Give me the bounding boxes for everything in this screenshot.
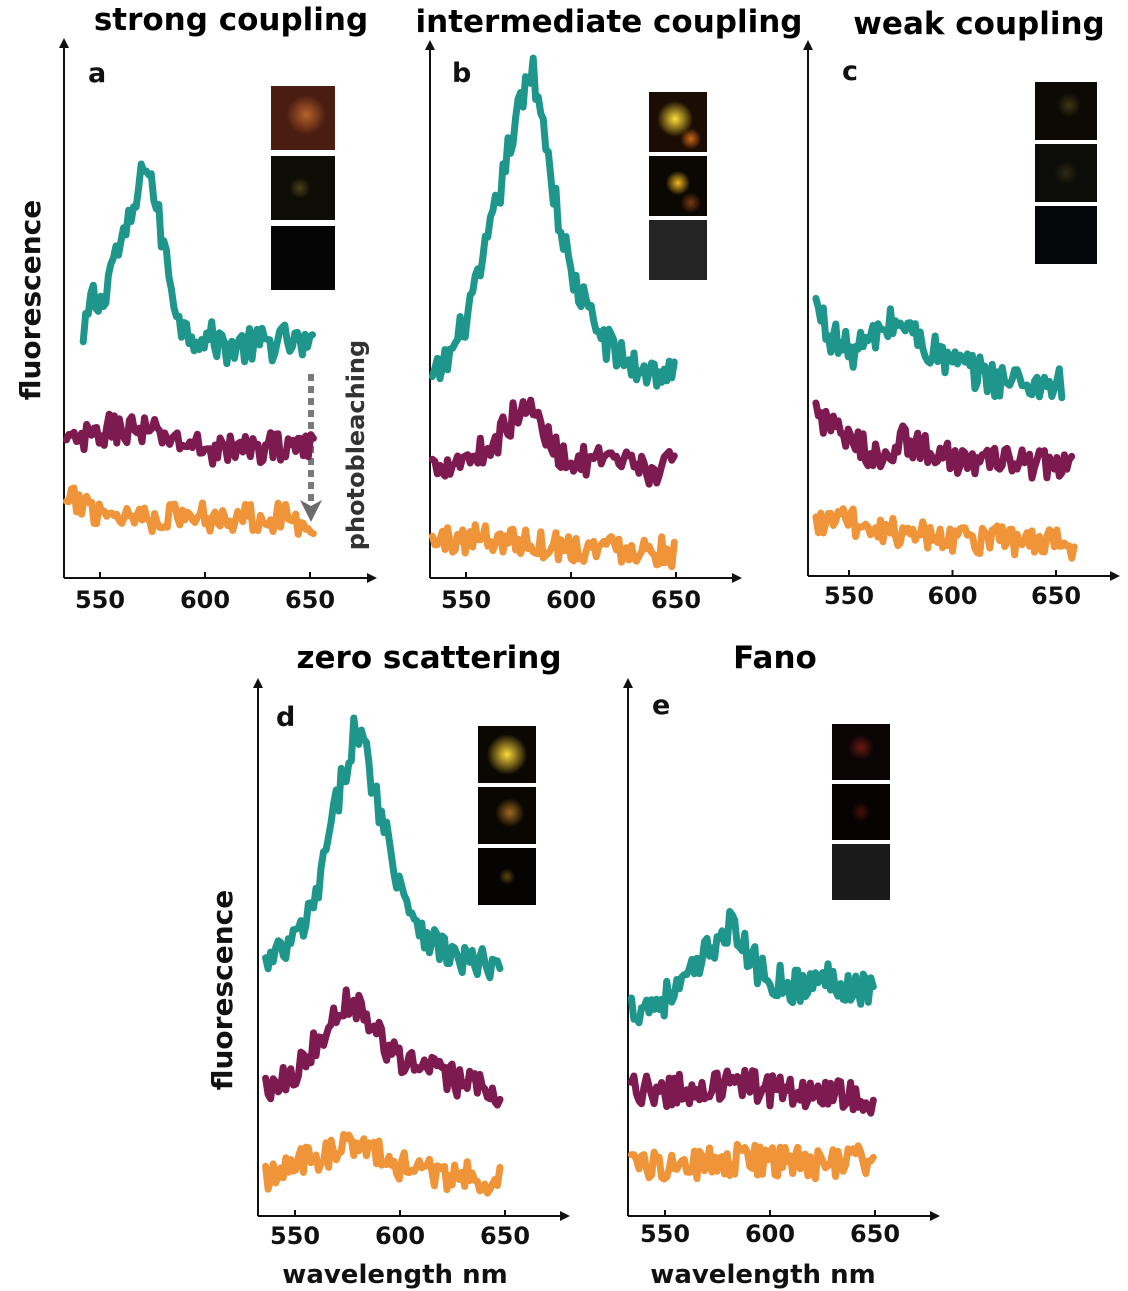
panel-e-inset-image-2 <box>832 784 890 840</box>
panel-a-series-bleached <box>62 484 317 538</box>
panel-d-inset-image-2 <box>478 787 536 844</box>
panel-d-tick-550: 550 <box>270 1222 320 1250</box>
panel-e-series-before-bleaching <box>627 908 877 1027</box>
panel-e: 550 600 650 <box>623 678 940 1248</box>
panel-b-title: intermediate coupling <box>416 4 803 40</box>
panel-d-inset-image-3 <box>478 848 536 905</box>
panel-c-tick-600: 600 <box>927 582 977 610</box>
panel-a-title: strong coupling <box>94 2 368 38</box>
panel-e-series-partly-bleached <box>627 1066 877 1117</box>
panel-e-inset-image-1 <box>832 724 890 780</box>
panel-c-inset-image-2 <box>1035 144 1097 202</box>
panel-b-series-before-bleaching <box>428 54 678 390</box>
panel-d-series-partly-bleached <box>262 986 504 1109</box>
panel-a-inset-image-3 <box>271 226 335 290</box>
panel-e-title: Fano <box>733 640 817 676</box>
panel-c-letter: c <box>842 56 858 87</box>
panel-a-ylabel: fluorescence <box>14 200 47 401</box>
panel-a-inset-image-1 <box>271 86 335 150</box>
panel-e-inset-image-3 <box>832 844 890 900</box>
panel-c-series-before-bleaching <box>812 294 1066 402</box>
panel-b-tick-600: 600 <box>546 586 596 614</box>
panel-a-tick-650: 650 <box>285 586 335 614</box>
panel-c-inset-image-1 <box>1035 82 1097 140</box>
panel-a-tick-600: 600 <box>180 586 230 614</box>
panel-d-title: zero scattering <box>296 640 561 676</box>
panel-b-inset-image-1 <box>649 92 707 152</box>
panel-b-tick-550: 550 <box>441 586 491 614</box>
panel-b: 550 600 650 <box>425 40 742 614</box>
photobleaching-label: photobleaching <box>342 340 370 550</box>
panel-c-series-partly-bleached <box>812 399 1076 482</box>
panel-e-letter: e <box>652 690 670 721</box>
panel-c-tick-650: 650 <box>1031 582 1081 610</box>
panel-d-tick-600: 600 <box>375 1222 425 1250</box>
panel-c: 550 600 650 <box>803 40 1120 610</box>
panel-a-series-before-bleaching <box>79 160 316 368</box>
panel-d-xlabel: wavelength nm <box>282 1260 507 1290</box>
panel-a-series-partly-bleached <box>62 410 317 468</box>
panel-b-letter: b <box>452 58 471 89</box>
panel-d: 550 600 650 <box>253 678 570 1250</box>
panel-e-xlabel: wavelength nm <box>650 1260 875 1290</box>
panel-d-series-bleached <box>262 1131 504 1197</box>
panel-d-inset-image-1 <box>478 726 536 783</box>
panel-d-tick-650: 650 <box>480 1222 530 1250</box>
panel-c-inset-image-3 <box>1035 206 1097 264</box>
panel-b-tick-650: 650 <box>651 586 701 614</box>
panel-b-inset-image-3 <box>649 220 707 280</box>
panel-d-letter: d <box>276 702 295 733</box>
panel-d-ylabel: fluorescence <box>206 890 239 1091</box>
panel-e-tick-600: 600 <box>745 1220 795 1248</box>
panel-e-series-bleached <box>627 1140 877 1183</box>
panel-c-series-bleached <box>812 505 1078 562</box>
panel-d-series-before-bleaching <box>262 714 504 982</box>
panel-b-series-partly-bleached <box>428 396 678 488</box>
panel-a-inset-image-2 <box>271 156 335 220</box>
panel-b-inset-image-2 <box>649 156 707 216</box>
panel-a: 550 600 650 <box>59 38 377 614</box>
panel-a-tick-550: 550 <box>75 586 125 614</box>
panel-e-tick-550: 550 <box>640 1220 690 1248</box>
panel-b-series-bleached <box>428 521 678 571</box>
panel-e-tick-650: 650 <box>850 1220 900 1248</box>
panel-c-tick-550: 550 <box>824 582 874 610</box>
panel-a-letter: a <box>88 58 106 89</box>
panel-c-title: weak coupling <box>853 6 1104 42</box>
